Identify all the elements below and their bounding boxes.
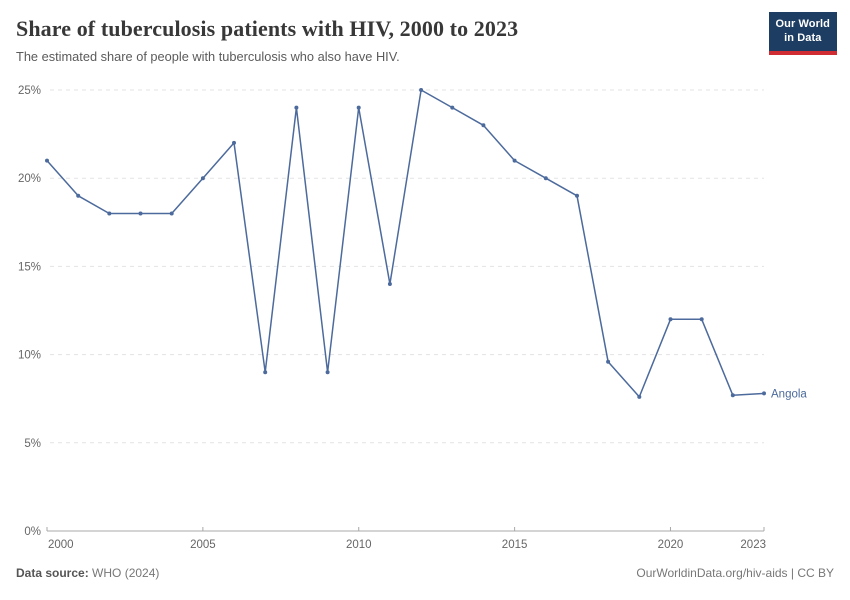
y-tick-label: 25% xyxy=(18,85,41,97)
y-tick-label: 15% xyxy=(18,261,41,273)
y-tick-label: 0% xyxy=(24,526,41,538)
x-tick-label: 2015 xyxy=(502,539,528,551)
credit-link[interactable]: OurWorldinData.org/hiv-aids | CC BY xyxy=(636,566,834,580)
data-source: Data source: WHO (2024) xyxy=(16,566,159,580)
owid-logo-line2: in Data xyxy=(784,32,822,45)
y-tick-label: 10% xyxy=(18,350,41,362)
page-title: Share of tuberculosis patients with HIV,… xyxy=(16,16,519,41)
data-point[interactable] xyxy=(76,193,81,198)
data-point[interactable] xyxy=(543,176,548,181)
data-point[interactable] xyxy=(356,105,361,110)
data-point[interactable] xyxy=(450,105,455,110)
data-point[interactable] xyxy=(200,176,205,181)
data-point[interactable] xyxy=(606,359,611,364)
data-point[interactable] xyxy=(575,193,579,198)
owid-logo-line1: Our World xyxy=(775,18,830,30)
data-point[interactable] xyxy=(169,211,174,216)
data-point[interactable] xyxy=(138,211,143,216)
data-point[interactable] xyxy=(232,140,236,145)
data-point[interactable] xyxy=(481,123,486,128)
y-tick-label: 5% xyxy=(24,438,41,450)
x-tick-label: 2005 xyxy=(190,539,216,551)
data-point[interactable] xyxy=(699,317,704,322)
data-point[interactable] xyxy=(263,370,268,375)
data-point[interactable] xyxy=(45,158,49,163)
x-tick-label: 2020 xyxy=(658,539,684,551)
data-point[interactable] xyxy=(637,394,642,399)
data-point[interactable] xyxy=(325,370,330,375)
data-point[interactable] xyxy=(668,317,673,322)
series-angola[interactable]: Angola xyxy=(45,88,807,400)
data-point[interactable] xyxy=(107,211,112,216)
data-point[interactable] xyxy=(294,105,299,110)
x-tick-label: 2000 xyxy=(48,539,74,551)
data-source-value: WHO (2024) xyxy=(88,566,160,580)
data-point[interactable] xyxy=(762,391,766,396)
owid-logo: Our World in Data xyxy=(768,12,837,55)
data-point[interactable] xyxy=(419,88,424,92)
y-tick-label: 20% xyxy=(18,173,41,185)
chart-header: Share of tuberculosis patients with HIV,… xyxy=(0,0,850,66)
data-point[interactable] xyxy=(512,158,517,163)
data-point[interactable] xyxy=(730,393,735,398)
x-tick-label: 2023 xyxy=(740,539,766,551)
series-line xyxy=(46,89,765,398)
series-end-label[interactable]: Angola xyxy=(771,388,807,400)
chart-footer: Data source: WHO (2024) OurWorldinData.o… xyxy=(0,566,850,580)
data-point[interactable] xyxy=(387,282,392,286)
x-tick-label: 2010 xyxy=(346,539,372,551)
data-source-label: Data source: xyxy=(16,566,89,580)
page-subtitle: The estimated share of people with tuber… xyxy=(16,49,400,65)
